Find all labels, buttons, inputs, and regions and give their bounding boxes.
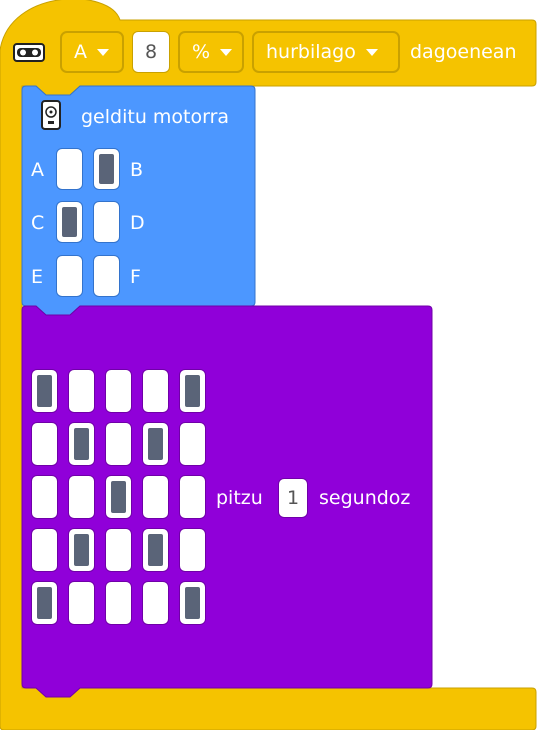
matrix-pixel-4-2[interactable] (68, 528, 95, 572)
port-toggle-a[interactable] (56, 148, 83, 190)
matrix-pixel-3-2[interactable] (68, 475, 95, 519)
matrix-pixel-2-5[interactable] (179, 422, 206, 466)
matrix-pixel-fill (37, 375, 52, 407)
chevron-down-icon (365, 48, 378, 56)
stop-motor-title: gelditu motorra (81, 106, 230, 128)
unit-dropdown-label: % (192, 41, 211, 63)
event-suffix-text: dagoenean (410, 41, 517, 63)
port-dropdown-label: A (74, 41, 87, 63)
matrix-pixel-4-5[interactable] (179, 528, 206, 572)
duration-input[interactable]: 1 (278, 478, 308, 518)
matrix-pixel-4-1[interactable] (31, 528, 58, 572)
matrix-pixel-4-4[interactable] (142, 528, 169, 572)
port-toggle-fill (99, 154, 114, 184)
port-label-c: C (31, 212, 45, 234)
matrix-pixel-2-4[interactable] (142, 422, 169, 466)
port-label-d: D (130, 212, 145, 234)
matrix-pixel-5-4[interactable] (142, 581, 169, 625)
motor-icon (41, 100, 61, 130)
matrix-pixel-5-2[interactable] (68, 581, 95, 625)
comparison-dropdown-label: hurbilago (266, 41, 356, 63)
matrix-pixel-fill (185, 375, 200, 407)
matrix-pixel-3-1[interactable] (31, 475, 58, 519)
chevron-down-icon (97, 48, 109, 56)
distance-value-input[interactable]: 8 (132, 31, 170, 73)
matrix-pixel-2-1[interactable] (31, 422, 58, 466)
light-label-before: pitzu (216, 487, 263, 509)
matrix-pixel-fill (148, 428, 163, 460)
port-label-b: B (130, 159, 144, 181)
matrix-pixel-5-1[interactable] (31, 581, 58, 625)
light-label-after: segundoz (319, 487, 411, 509)
matrix-pixel-1-1[interactable] (31, 369, 58, 413)
matrix-pixel-fill (148, 534, 163, 566)
matrix-pixel-4-3[interactable] (105, 528, 132, 572)
comparison-dropdown[interactable]: hurbilago (252, 31, 400, 73)
matrix-pixel-1-2[interactable] (68, 369, 95, 413)
matrix-pixel-2-3[interactable] (105, 422, 132, 466)
port-toggle-c[interactable] (56, 201, 83, 243)
unit-dropdown[interactable]: % (178, 31, 244, 73)
port-label-a: A (31, 159, 44, 181)
matrix-pixel-1-3[interactable] (105, 369, 132, 413)
port-label-f: F (130, 266, 141, 288)
chevron-down-icon (220, 48, 233, 56)
port-toggle-d[interactable] (93, 201, 120, 243)
matrix-pixel-5-5[interactable] (179, 581, 206, 625)
matrix-pixel-fill (185, 587, 200, 619)
port-dropdown[interactable]: A (60, 31, 124, 73)
matrix-pixel-3-3[interactable] (105, 475, 132, 519)
port-toggle-fill (62, 207, 77, 237)
distance-sensor-icon (13, 43, 45, 62)
port-toggle-f[interactable] (93, 255, 120, 297)
port-toggle-b[interactable] (93, 148, 120, 190)
matrix-pixel-fill (74, 428, 89, 460)
port-toggle-e[interactable] (56, 255, 83, 297)
matrix-pixel-2-2[interactable] (68, 422, 95, 466)
matrix-pixel-1-4[interactable] (142, 369, 169, 413)
matrix-pixel-3-5[interactable] (179, 475, 206, 519)
matrix-pixel-3-4[interactable] (142, 475, 169, 519)
matrix-pixel-fill (111, 481, 126, 513)
port-label-e: E (31, 266, 44, 288)
matrix-pixel-1-5[interactable] (179, 369, 206, 413)
matrix-pixel-5-3[interactable] (105, 581, 132, 625)
matrix-pixel-fill (74, 534, 89, 566)
matrix-pixel-fill (37, 587, 52, 619)
